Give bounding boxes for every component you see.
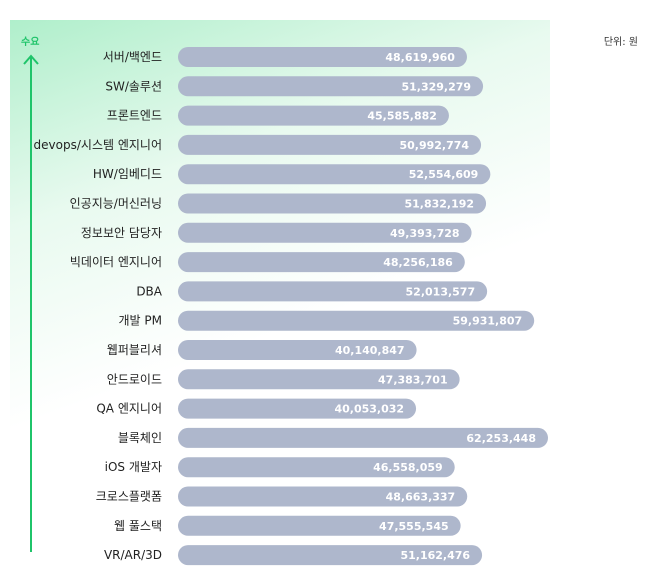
category-label: VR/AR/3D bbox=[104, 548, 162, 562]
value-label: 49,393,728 bbox=[390, 227, 460, 240]
value-label: 59,931,807 bbox=[453, 315, 523, 328]
bar-14 bbox=[178, 457, 455, 478]
category-label: iOS 개발자 bbox=[105, 460, 162, 474]
bar-12 bbox=[178, 398, 417, 419]
demand-arrow-icon bbox=[23, 54, 39, 552]
bar-17 bbox=[178, 545, 483, 566]
category-label: DBA bbox=[136, 284, 162, 298]
value-label: 47,383,701 bbox=[378, 373, 448, 386]
value-label: 50,992,774 bbox=[399, 139, 469, 152]
category-label: 안드로이드 bbox=[107, 372, 162, 386]
value-label: 40,053,032 bbox=[334, 403, 404, 416]
value-label: 51,832,192 bbox=[404, 198, 474, 211]
bar-15 bbox=[178, 486, 468, 507]
value-label: 47,555,545 bbox=[379, 520, 449, 533]
value-label: 45,585,882 bbox=[367, 110, 437, 123]
bar-0 bbox=[178, 47, 467, 67]
category-label: 서버/백엔드 bbox=[103, 50, 162, 64]
bar-5 bbox=[178, 193, 487, 214]
value-label: 62,253,448 bbox=[466, 432, 536, 445]
bar-11 bbox=[178, 369, 460, 390]
value-label: 40,140,847 bbox=[335, 344, 405, 357]
category-label: devops/시스템 엔지니어 bbox=[34, 138, 162, 152]
bar-2 bbox=[178, 105, 449, 126]
bar-10 bbox=[178, 340, 417, 360]
value-label: 52,554,609 bbox=[409, 168, 479, 181]
category-label: 웹퍼블리셔 bbox=[107, 343, 162, 357]
value-label: 48,663,337 bbox=[386, 491, 456, 504]
bar-1 bbox=[178, 76, 484, 97]
demand-axis-label: 수요 bbox=[21, 37, 40, 48]
value-label: 48,619,960 bbox=[385, 51, 455, 64]
category-label: 개발 PM bbox=[119, 314, 163, 328]
value-label: 48,256,186 bbox=[383, 256, 453, 269]
bar-16 bbox=[178, 515, 461, 536]
bar-6 bbox=[178, 222, 472, 243]
category-label: HW/임베디드 bbox=[93, 167, 162, 181]
category-label: 프론트엔드 bbox=[107, 109, 162, 123]
category-label: 빅데이터 엔지니어 bbox=[70, 255, 162, 269]
unit-label: 단위: 원 bbox=[603, 37, 638, 48]
bar-9 bbox=[178, 310, 535, 331]
category-label: 인공지능/머신러닝 bbox=[70, 197, 162, 211]
category-label: 정보보안 담당자 bbox=[81, 226, 162, 240]
value-label: 46,558,059 bbox=[373, 461, 443, 474]
value-label: 51,329,279 bbox=[401, 80, 471, 93]
category-label: 블록체인 bbox=[118, 431, 162, 445]
bar-4 bbox=[178, 164, 491, 185]
bar-3 bbox=[178, 134, 482, 155]
bar-7 bbox=[178, 252, 465, 273]
value-label: 51,162,476 bbox=[400, 549, 470, 562]
value-label: 52,013,577 bbox=[406, 285, 476, 298]
category-label: QA 엔지니어 bbox=[96, 402, 162, 416]
bar-13 bbox=[178, 427, 548, 448]
category-label: 크로스플랫폼 bbox=[96, 490, 162, 504]
category-label: 웹 풀스택 bbox=[114, 519, 162, 533]
bar-8 bbox=[178, 281, 488, 302]
category-label: SW/솔루션 bbox=[105, 79, 162, 93]
